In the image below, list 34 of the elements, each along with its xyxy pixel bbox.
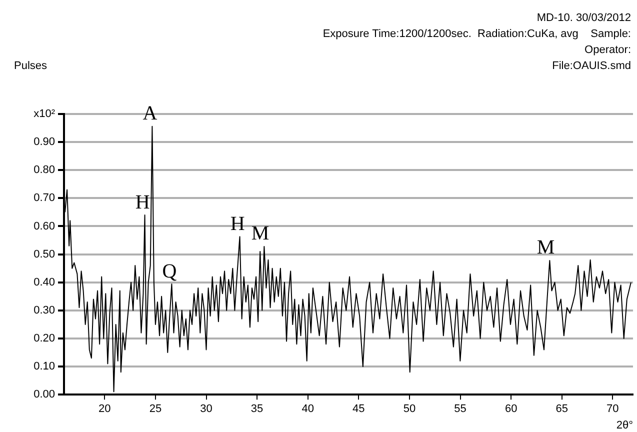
annotation: A: [142, 102, 158, 125]
x-tick-label: 20: [98, 403, 111, 416]
y-tick-label: 0.80: [34, 164, 55, 176]
x-tick-label: 35: [250, 403, 264, 416]
x-tick-label: 55: [454, 403, 466, 416]
y-tick-label: 0.70: [34, 192, 55, 204]
y-axis-title: Pulses: [14, 60, 48, 72]
y-tick-label: 0.10: [34, 360, 55, 373]
text: Exposure Time:1200/1200sec. Radiation:CuKa, avg Sample:: [322, 27, 631, 42]
x-tick-label: 40: [302, 403, 314, 416]
y-tick-label: 0.00: [34, 388, 55, 401]
x-axis-title: 2θ°: [616, 419, 633, 432]
x-tick-label: 70: [606, 403, 619, 416]
annotation: M: [536, 236, 555, 259]
chart-title: MD-10. 30/03/2012: [536, 11, 631, 26]
y-tick-label: 0.40: [34, 276, 55, 288]
y-tick-label: 0.50: [34, 248, 55, 260]
y-tick-label: x10²: [34, 108, 56, 120]
x-tick-label: 25: [149, 403, 162, 416]
x-tick-label: 50: [403, 403, 416, 416]
annotation: Q: [162, 260, 178, 282]
x-tick-label: 65: [556, 403, 568, 416]
x-tick-label: 45: [352, 403, 365, 416]
y-tick-label: 0.20: [34, 332, 55, 345]
x-tick-label: 60: [504, 403, 518, 416]
y-tick-label: 0.60: [34, 220, 55, 232]
y-tick-label: 0.90: [34, 136, 55, 148]
x-tick-label: 30: [200, 403, 212, 416]
y-tick-label: 0.30: [34, 304, 55, 316]
text: Operator:: [584, 43, 631, 58]
annotation: H: [230, 212, 245, 235]
annotation: H: [135, 191, 150, 214]
text: File:OAUIS.smd: [551, 59, 631, 74]
annotation: M: [251, 222, 270, 245]
